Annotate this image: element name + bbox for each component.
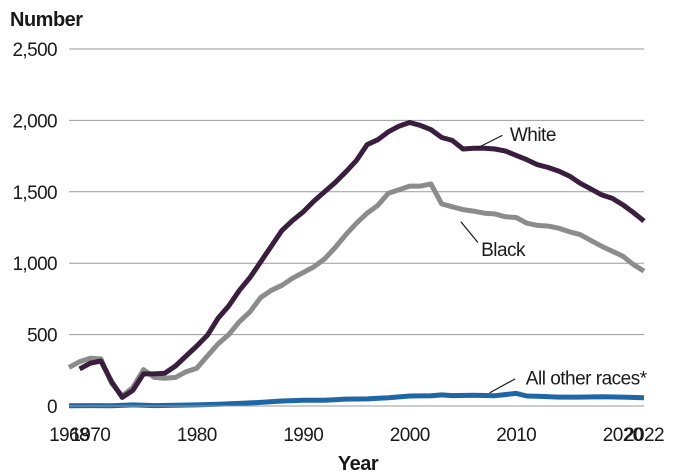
- x-tick-label: 2000: [390, 425, 430, 446]
- leader-line-all-other-races: [489, 378, 516, 394]
- series-label-black: Black: [481, 240, 526, 261]
- y-tick-label: 1,000: [12, 254, 57, 275]
- gridlines: [69, 48, 644, 336]
- x-tick-label: 1980: [177, 425, 217, 446]
- series-line-black: [67, 181, 646, 399]
- y-tick-label: 2,000: [12, 111, 57, 132]
- x-tick-label: 2022: [624, 425, 664, 446]
- y-tick-label: 500: [27, 326, 57, 347]
- series-labels: Black White All other races*: [460, 125, 648, 394]
- y-axis-title: Number: [10, 9, 83, 31]
- x-tick-label: 1990: [283, 425, 323, 446]
- x-tick-label: 2010: [496, 425, 536, 446]
- x-axis-title: Year: [338, 453, 379, 475]
- leader-line-black: [460, 221, 479, 243]
- leader-line-white: [476, 134, 503, 149]
- x-tick-label: 2020: [603, 425, 643, 446]
- series-label-all-other-races: All other races*: [526, 368, 648, 389]
- y-tick-label: 0: [47, 397, 57, 418]
- x-tick-label: 1970: [70, 425, 110, 446]
- series-line-white: [78, 120, 646, 400]
- y-tick-label: 1,500: [12, 183, 57, 204]
- series-lines: [67, 120, 646, 409]
- y-tick-labels: 0 500 1,000 1,500 2,000 2,500: [12, 40, 57, 418]
- x-tick-label: 1968: [49, 425, 89, 446]
- series-label-white: White: [510, 125, 556, 146]
- y-tick-label: 2,500: [12, 40, 57, 61]
- series-line-all-other-races: [68, 390, 645, 409]
